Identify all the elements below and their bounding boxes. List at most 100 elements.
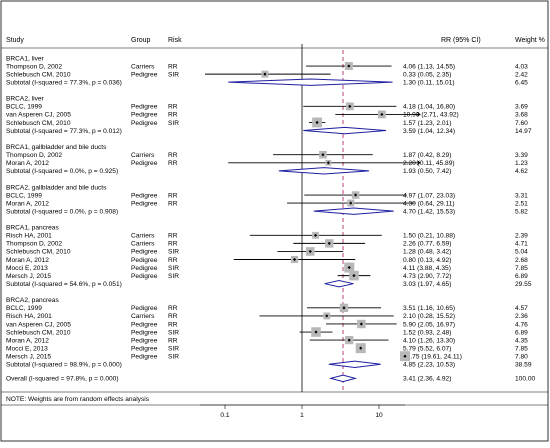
study-point bbox=[325, 314, 329, 318]
x-tick-label: 0.1 bbox=[220, 412, 229, 419]
subgroup-title: BRCA2, liver bbox=[6, 96, 45, 103]
subtotal-ci: 1.93 (0.50, 7.42) bbox=[403, 168, 451, 175]
study-group: Pedigree bbox=[131, 354, 158, 361]
subtotal-label: Subtotal (I-squared = 54.6%, p = 0.051) bbox=[6, 281, 122, 288]
study-point bbox=[348, 104, 352, 108]
study-group: Pedigree bbox=[131, 265, 158, 272]
study-risk: RR bbox=[168, 233, 178, 240]
study-group: Pedigree bbox=[131, 273, 158, 280]
subgroup-title: BRCA2, pancreas bbox=[6, 297, 59, 304]
subtotal-diamond bbox=[324, 279, 354, 288]
study-name: van Asperen CJ, 2005 bbox=[6, 321, 71, 328]
study-group: Carriers bbox=[131, 313, 155, 320]
subtotal-label: Subtotal (I-squared = 77.3%, p = 0.012) bbox=[6, 128, 122, 135]
study-risk: RR bbox=[168, 160, 178, 167]
header-effect: RR (95% CI) bbox=[441, 37, 481, 44]
study-group: Pedigree bbox=[131, 200, 158, 207]
study-ci: 5.90 (2.05, 16.97) bbox=[403, 321, 455, 328]
overall-ci: 3.41 (2.36, 4.92) bbox=[403, 376, 451, 383]
study-group: Pedigree bbox=[131, 329, 158, 336]
overall-weight: 100.00 bbox=[515, 376, 536, 383]
study-weight: 5.04 bbox=[515, 249, 528, 256]
study-point bbox=[403, 354, 407, 358]
study-point bbox=[314, 330, 318, 334]
subtotal-ci: 3.59 (1.04, 12.34) bbox=[403, 128, 455, 135]
study-weight: 3.69 bbox=[515, 104, 528, 111]
header-study: Study bbox=[6, 37, 24, 44]
study-ci: 4.10 (1.26, 13.30) bbox=[403, 337, 455, 344]
subtotal-diamond bbox=[328, 360, 381, 368]
study-group: Pedigree bbox=[131, 71, 158, 78]
study-group: Pedigree bbox=[131, 257, 158, 264]
study-point bbox=[327, 241, 331, 245]
study-ci: 4.73 (2.90, 7.72) bbox=[403, 273, 451, 280]
subtotal-label: Subtotal (I-squared = 98.9%, p = 0.000) bbox=[6, 362, 122, 369]
study-ci: 4.30 (0.64, 29.11) bbox=[403, 200, 455, 207]
study-risk: RR bbox=[168, 241, 178, 248]
study-group: Carriers bbox=[131, 233, 155, 240]
study-risk: SIR bbox=[168, 265, 179, 272]
study-group: Pedigree bbox=[131, 192, 158, 199]
study-name: Mocci E, 2013 bbox=[6, 345, 48, 352]
study-group: Carriers bbox=[131, 152, 155, 159]
study-group: Pedigree bbox=[131, 321, 158, 328]
study-weight: 2.51 bbox=[515, 200, 528, 207]
subtotal-label: Subtotal (I-squared = 77.3%, p = 0.036) bbox=[6, 79, 122, 86]
subgroup-title: BRCA2, gallbladder and bile ducts bbox=[6, 184, 107, 191]
study-name: Risch HA, 2001 bbox=[6, 233, 52, 240]
study-weight: 6.89 bbox=[515, 273, 528, 280]
study-point bbox=[321, 153, 325, 157]
study-ci: 2.10 (0.28, 15.52) bbox=[403, 313, 455, 320]
x-axis-ticks: 0.1 1 10 bbox=[220, 405, 383, 419]
study-name: Thompson D, 2002 bbox=[6, 152, 62, 159]
study-ci: 1.28 (0.48, 3.42) bbox=[403, 249, 451, 256]
study-ci: 21.75 (19.61, 24.11) bbox=[403, 354, 462, 361]
study-name: Schlebusch CM, 2010 bbox=[6, 120, 71, 127]
subtotal-ci: 4.70 (1.42, 15.53) bbox=[403, 208, 455, 215]
note-text: NOTE: Weights are from random effects an… bbox=[6, 396, 150, 403]
study-ci: 1.87 (0.42, 8.29) bbox=[403, 152, 451, 159]
study-name: Moran A, 2012 bbox=[6, 257, 49, 264]
study-risk: SIR bbox=[168, 354, 179, 361]
study-ci: 5.79 (5.52, 6.07) bbox=[403, 345, 451, 352]
study-point bbox=[347, 265, 351, 270]
study-group: Pedigree bbox=[131, 160, 158, 167]
study-group: Pedigree bbox=[131, 120, 158, 127]
study-point bbox=[292, 257, 297, 262]
study-ci: 0.80 (0.13, 4.92) bbox=[403, 257, 451, 264]
study-ci: 4.06 (1.13, 14.55) bbox=[403, 63, 455, 70]
subtotal-diamond bbox=[278, 167, 370, 175]
study-point bbox=[359, 322, 363, 326]
study-risk: RR bbox=[168, 305, 178, 312]
study-ci: 4.18 (1.04, 16.80) bbox=[403, 104, 455, 111]
study-weight: 7.80 bbox=[515, 354, 528, 361]
study-risk: SIR bbox=[168, 273, 179, 280]
study-point bbox=[359, 346, 363, 350]
study-name: BCLC, 1999 bbox=[6, 104, 42, 111]
study-weight: 3.68 bbox=[515, 112, 528, 119]
study-name: BCLC, 1999 bbox=[6, 192, 42, 199]
study-weight: 3.39 bbox=[515, 152, 528, 159]
subtotal-diamond bbox=[303, 126, 387, 135]
overall-diamond bbox=[328, 374, 358, 383]
study-name: Thompson D, 2002 bbox=[6, 63, 62, 70]
study-risk: RR bbox=[168, 257, 178, 264]
study-risk: RR bbox=[168, 63, 178, 70]
subtotal-weight: 38.59 bbox=[515, 362, 532, 369]
study-group: Pedigree bbox=[131, 337, 158, 344]
subtotal-weight: 14.97 bbox=[515, 128, 532, 135]
study-group: Pedigree bbox=[131, 112, 158, 119]
study-name: Mocci E, 2013 bbox=[6, 265, 48, 272]
study-weight: 7.85 bbox=[515, 345, 528, 352]
study-ci: 1.52 (0.93, 2.48) bbox=[403, 329, 451, 336]
study-ci: 2.20 (0.11, 45.89) bbox=[403, 160, 455, 167]
study-name: Moran A, 2012 bbox=[6, 337, 49, 344]
study-weight: 4.03 bbox=[515, 63, 528, 70]
study-group: Pedigree bbox=[131, 345, 158, 352]
x-tick-label: 10 bbox=[375, 412, 383, 419]
study-risk: RR bbox=[168, 321, 178, 328]
study-group: Pedigree bbox=[131, 249, 158, 256]
subtotal-weight: 6.45 bbox=[515, 79, 528, 86]
study-ci: 4.97 (1.07, 23.03) bbox=[403, 192, 455, 199]
study-weight: 7.60 bbox=[515, 120, 528, 127]
